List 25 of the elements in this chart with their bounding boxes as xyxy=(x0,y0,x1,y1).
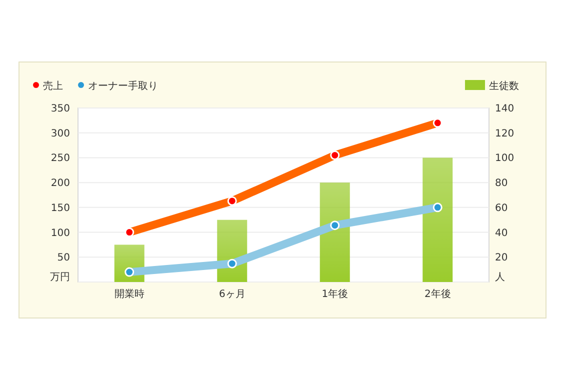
x-tick-label: 6ヶ月 xyxy=(218,289,246,300)
y2-tick-label: 140 xyxy=(495,104,514,114)
y-tick-label: 100 xyxy=(50,228,70,239)
y-tick-label: 50 xyxy=(57,252,70,264)
y2-tick-label: 20 xyxy=(495,252,508,264)
legend-label: 売上 xyxy=(43,80,63,92)
y-tick-label: 350 xyxy=(50,104,70,114)
y-tick-label: 万円 xyxy=(50,272,70,283)
y2-tick-label: 120 xyxy=(495,128,514,140)
y2-tick-label: 80 xyxy=(495,178,508,190)
y2-tick-label: 60 xyxy=(495,202,508,214)
legend-label: 生徒数 xyxy=(489,80,519,92)
bar xyxy=(320,182,350,282)
y2-tick-label: 100 xyxy=(495,153,514,164)
y-tick-label: 200 xyxy=(50,178,70,190)
y-tick-label: 250 xyxy=(50,153,70,164)
bar xyxy=(422,158,453,282)
y2-tick-label: 40 xyxy=(495,228,508,239)
x-tick-label: 開業時 xyxy=(114,288,144,300)
x-tick-label: 1年後 xyxy=(322,288,348,300)
y2-tick-label: 人 xyxy=(495,272,505,283)
y-tick-label: 150 xyxy=(50,202,70,214)
x-tick-label: 2年後 xyxy=(424,288,451,300)
legend-label: オーナー手取り xyxy=(88,80,158,92)
y-tick-label: 300 xyxy=(50,128,70,140)
